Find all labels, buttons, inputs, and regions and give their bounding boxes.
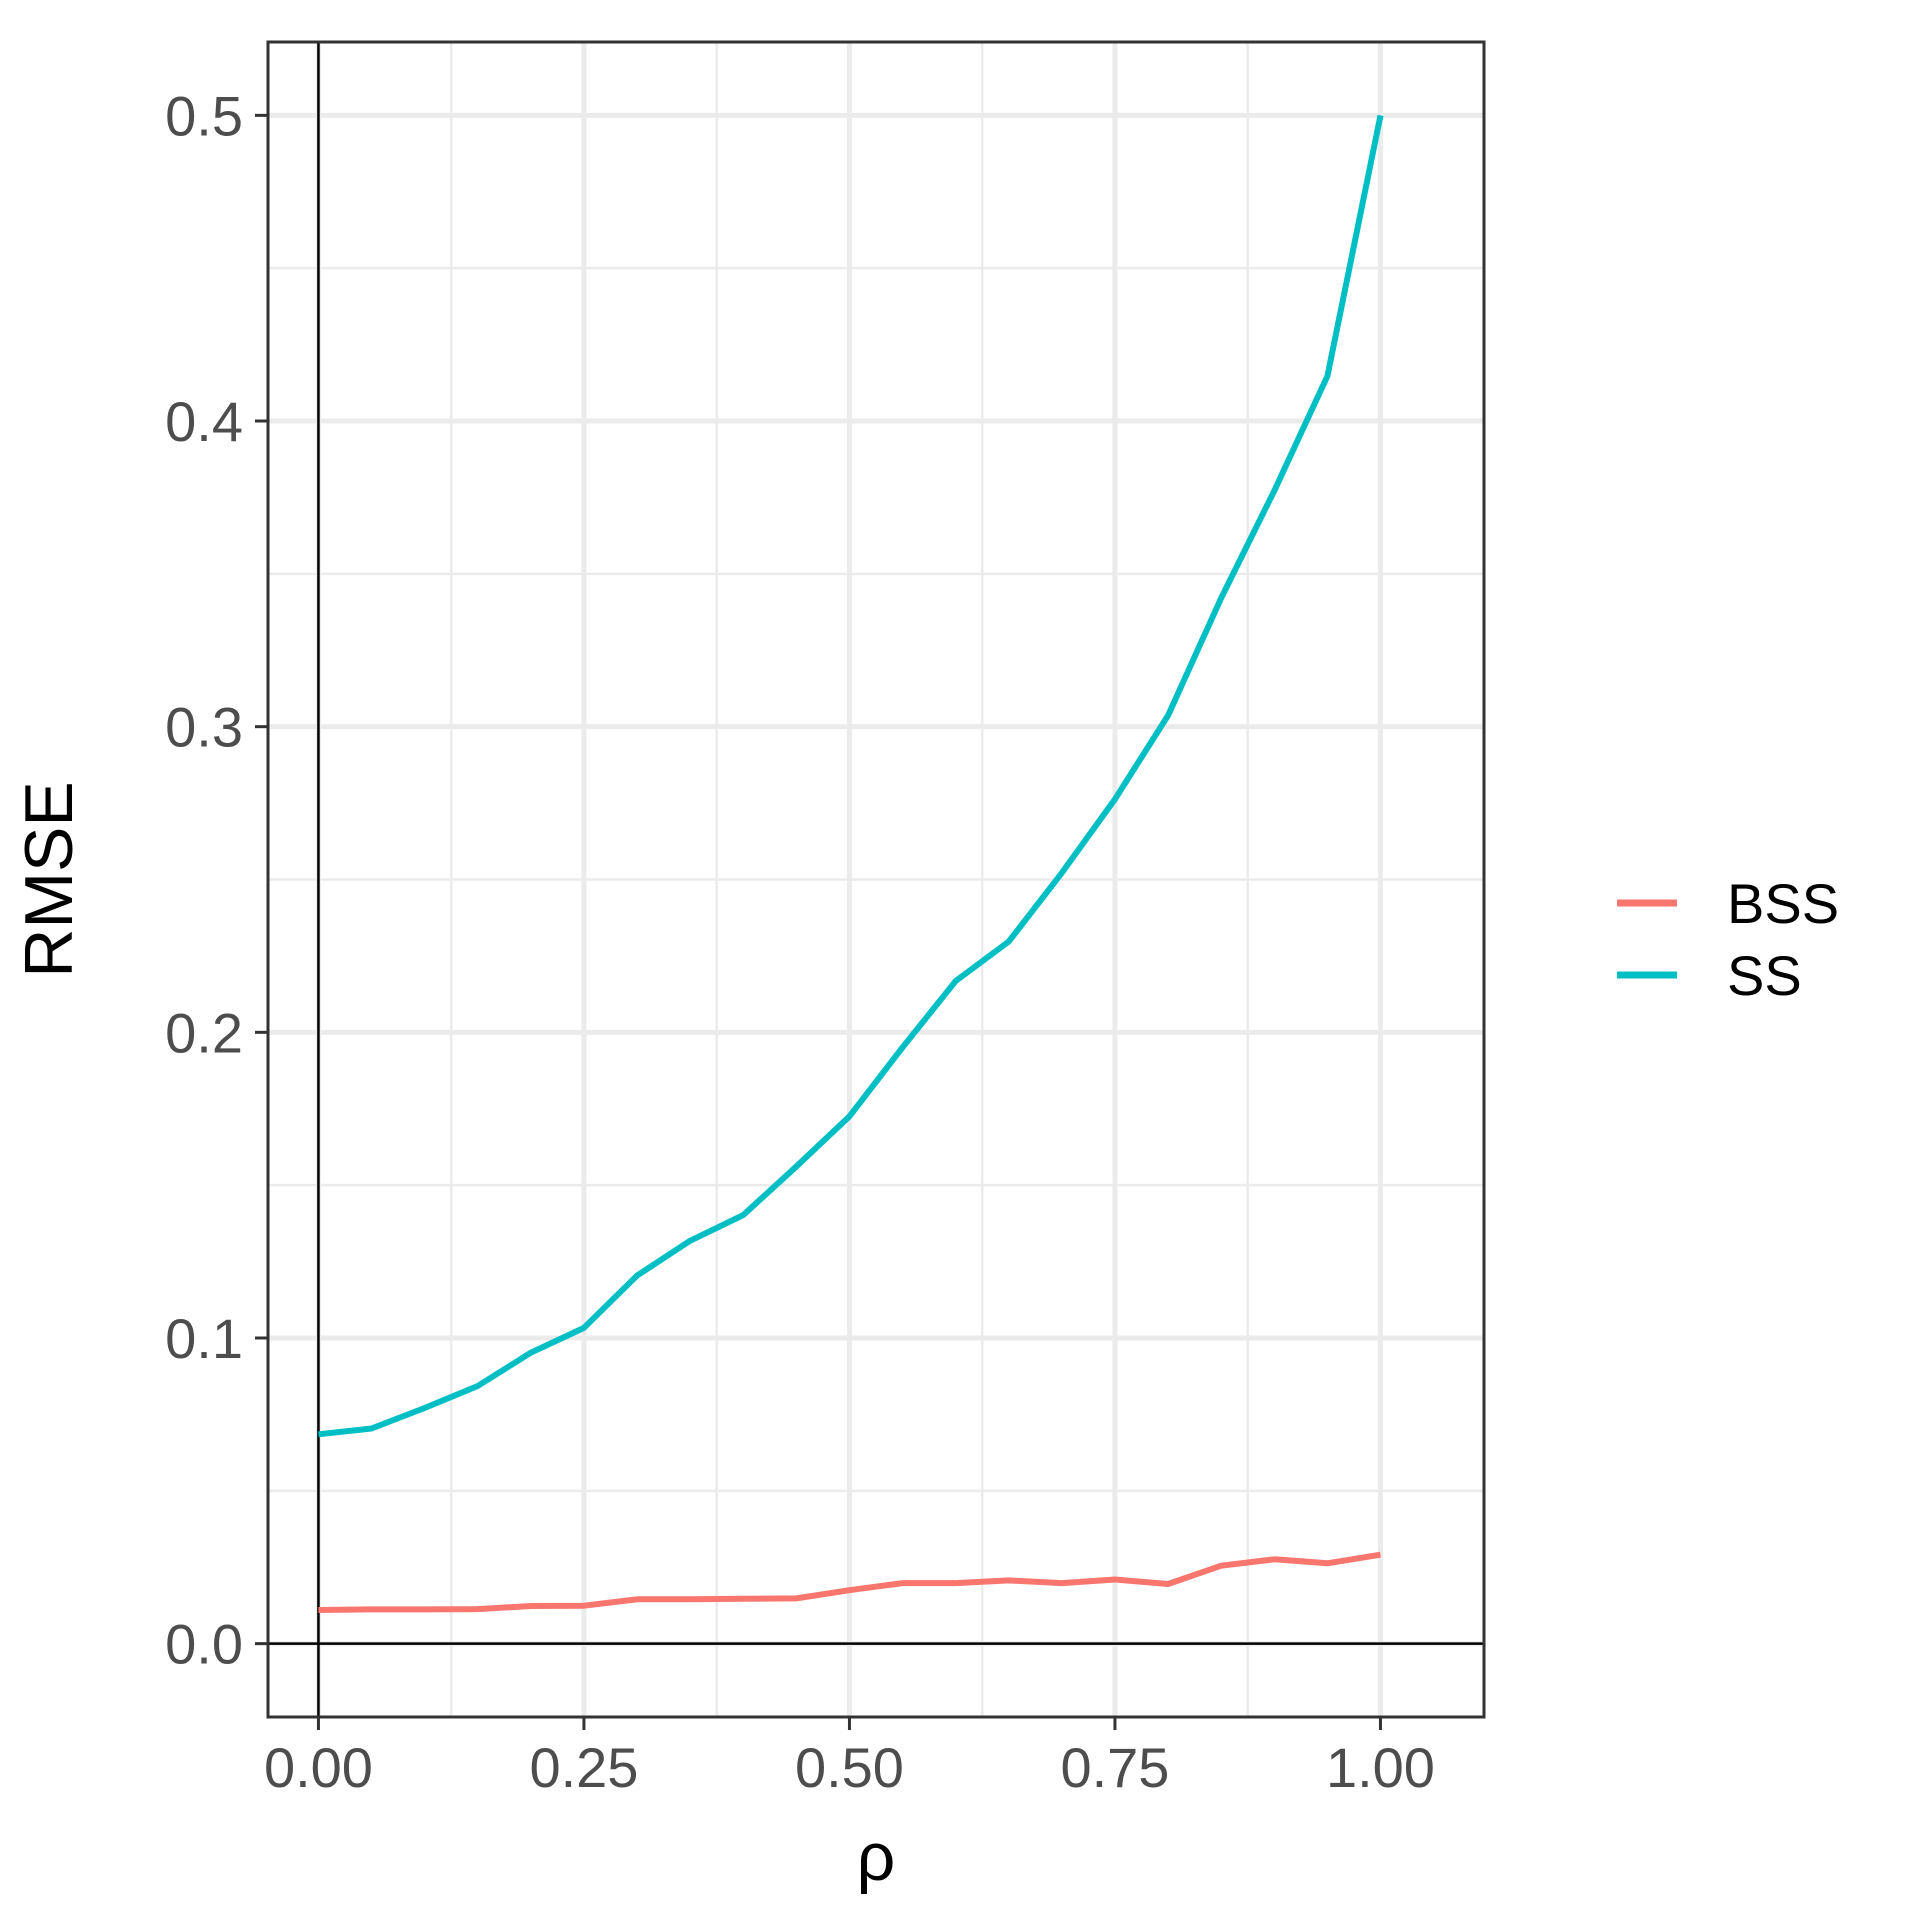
x-axis-ticks: 0.00 0.25 0.50 0.75 1.00 [264, 1717, 1435, 1799]
minor-gridlines [268, 42, 1484, 1717]
legend-label-ss: SS [1727, 944, 1802, 1007]
x-tick-label: 0.00 [264, 1736, 373, 1799]
legend: BSS SS [1617, 872, 1839, 1007]
x-tick-label: 1.00 [1326, 1736, 1435, 1799]
x-axis-title: ρ [857, 1819, 896, 1895]
y-axis-title: RMSE [11, 781, 87, 977]
series-line-ss [318, 114, 1384, 1438]
reference-lines [268, 42, 1484, 1717]
y-tick-label: 0.1 [165, 1307, 243, 1370]
y-tick-label: 0.4 [165, 390, 243, 453]
y-tick-label: 0.3 [165, 696, 243, 759]
y-tick-label: 0.2 [165, 1001, 243, 1064]
y-tick-label: 0.0 [165, 1613, 243, 1676]
y-axis-ticks: 0.0 0.1 0.2 0.3 0.4 0.5 [165, 84, 268, 1676]
legend-label-bss: BSS [1727, 872, 1839, 935]
panel-border [266, 40, 1486, 1719]
x-tick-label: 0.75 [1060, 1736, 1169, 1799]
y-tick-label: 0.5 [165, 84, 243, 147]
major-gridlines [268, 42, 1484, 1717]
series-line-bss [318, 1551, 1381, 1613]
x-tick-label: 0.25 [529, 1736, 638, 1799]
series-lines [318, 114, 1384, 1613]
x-tick-label: 0.50 [795, 1736, 904, 1799]
